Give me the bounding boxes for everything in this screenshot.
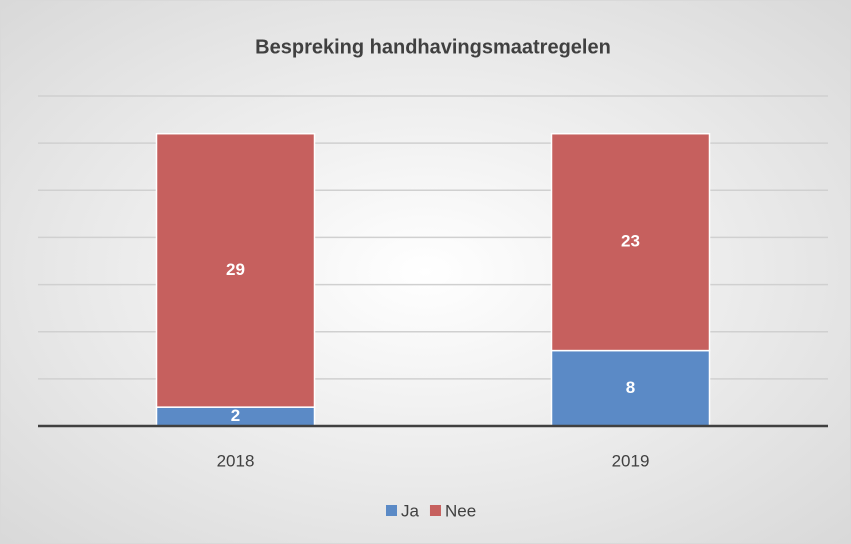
legend-swatch [386,505,397,516]
data-label: 29 [226,260,245,279]
legend-swatch [429,505,441,516]
bar-segment [155,132,316,408]
bar-segment [550,132,711,352]
data-label: 8 [626,378,635,397]
data-label: 2 [231,406,240,425]
legend-label: Ja [401,501,420,520]
data-label: 23 [621,232,640,251]
bar-segment [550,349,711,427]
x-tick-label: 2019 [612,451,650,470]
legend-label: Nee [445,501,476,520]
x-tick-label: 2018 [217,451,255,470]
chart-title: Bespreking handhavingsmaatregelen [255,36,611,58]
